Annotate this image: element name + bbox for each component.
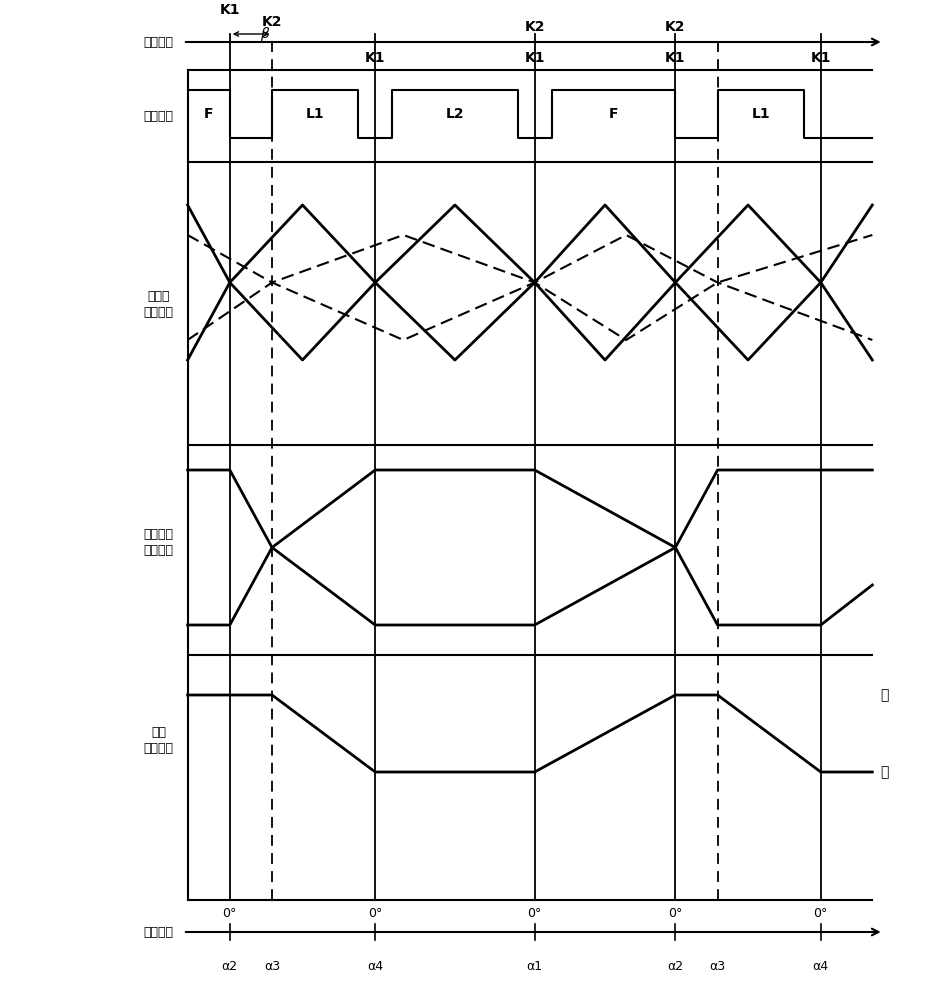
Text: 0°: 0°: [368, 907, 383, 920]
Text: β: β: [260, 27, 269, 41]
Text: 旋转角度: 旋转角度: [144, 35, 174, 48]
Text: F: F: [609, 107, 618, 121]
Text: K2: K2: [524, 20, 545, 34]
Text: L1: L1: [306, 107, 325, 121]
Text: 绒头经纱
开口曲线: 绒头经纱 开口曲线: [144, 528, 174, 556]
Text: K2: K2: [665, 20, 686, 34]
Text: α4: α4: [367, 960, 384, 973]
Text: α2: α2: [221, 960, 238, 973]
Text: 0°: 0°: [668, 907, 683, 920]
Text: K1: K1: [365, 51, 386, 65]
Text: α2: α2: [667, 960, 684, 973]
Text: 后: 后: [880, 688, 888, 702]
Text: 旋转角度: 旋转角度: [144, 926, 174, 938]
Text: K1: K1: [219, 3, 240, 17]
Text: 前: 前: [880, 765, 888, 779]
Text: 0°: 0°: [813, 907, 828, 920]
Text: L2: L2: [446, 107, 464, 121]
Text: L1: L1: [751, 107, 770, 121]
Text: K1: K1: [524, 51, 545, 65]
Text: K1: K1: [810, 51, 831, 65]
Text: 地经纱
开口曲线: 地经纱 开口曲线: [144, 290, 174, 320]
Text: α3: α3: [709, 960, 726, 973]
Text: 0°: 0°: [527, 907, 542, 920]
Text: F: F: [204, 107, 214, 121]
Text: 0°: 0°: [222, 907, 237, 920]
Text: K1: K1: [665, 51, 686, 65]
Text: K2: K2: [262, 15, 282, 29]
Text: 投绒时刻: 投绒时刻: [144, 109, 174, 122]
Text: α3: α3: [264, 960, 280, 973]
Text: α1: α1: [526, 960, 543, 973]
Text: 织口
移动时刻: 织口 移动时刻: [144, 726, 174, 754]
Text: α4: α4: [812, 960, 829, 973]
